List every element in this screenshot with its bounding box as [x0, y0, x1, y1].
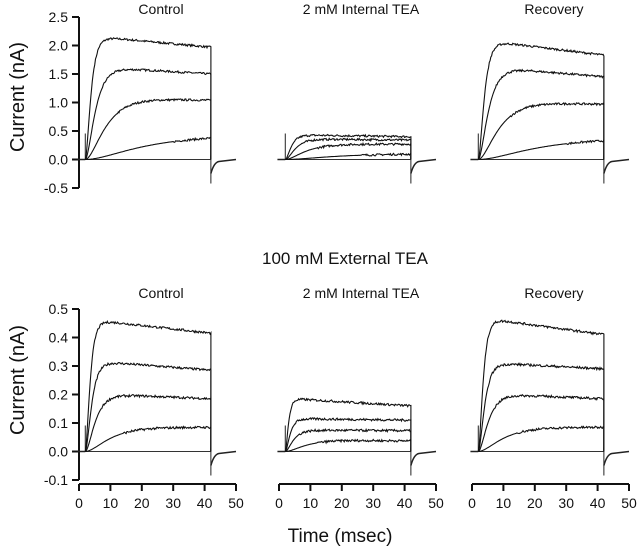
x-tick-label: 30: [365, 495, 381, 511]
tail-current: [410, 158, 437, 174]
tail-current: [603, 158, 630, 174]
y-tick-label: 0.0: [49, 444, 69, 460]
x-tick-label: 40: [397, 495, 413, 511]
current-trace: [284, 397, 412, 452]
panel-title: Recovery: [524, 285, 583, 301]
x-tick-label: 0: [468, 495, 476, 511]
current-trace: [285, 142, 412, 161]
current-trace: [84, 361, 212, 452]
current-trace: [85, 393, 212, 452]
x-tick-label: 50: [428, 495, 444, 511]
panel-title: Control: [138, 285, 183, 301]
current-trace: [85, 425, 212, 453]
panel-title: 2 mM Internal TEA: [303, 1, 420, 17]
y-tick-label: 0.2: [49, 387, 69, 403]
section-label-external-tea: 100 mM External TEA: [262, 249, 429, 268]
y-tick-label: 0.5: [49, 123, 69, 139]
current-trace: [85, 97, 212, 161]
x-tick-label: 0: [275, 495, 283, 511]
y-tick-label: 2.0: [49, 38, 69, 54]
x-tick-label: 0: [75, 495, 83, 511]
current-trace: [285, 137, 412, 161]
current-trace: [477, 68, 605, 160]
y-axis-label-bottom: Current (nA): [7, 325, 29, 435]
x-axis-label: Time (msec): [288, 526, 393, 547]
current-trace: [285, 438, 412, 453]
y-tick-label: 0.4: [49, 330, 69, 346]
x-tick-label: 50: [621, 495, 637, 511]
tail-current: [210, 450, 237, 466]
current-trace: [285, 151, 412, 161]
tail-current: [603, 450, 630, 466]
x-tick-label: 40: [197, 495, 213, 511]
x-tick-label: 10: [303, 495, 319, 511]
current-trace: [284, 417, 412, 452]
panel-title: Recovery: [524, 1, 583, 17]
y-tick-label: -0.5: [44, 180, 68, 196]
x-tick-label: 10: [103, 495, 119, 511]
x-tick-label: 30: [165, 495, 181, 511]
x-tick-label: 40: [590, 495, 606, 511]
current-trace: [84, 68, 212, 160]
tail-current: [210, 158, 237, 174]
current-trace: [478, 393, 605, 452]
panel-title: 2 mM Internal TEA: [303, 285, 420, 301]
y-axis-label-top: Current (nA): [7, 42, 29, 152]
x-tick-label: 30: [558, 495, 574, 511]
current-trace: [84, 319, 212, 452]
x-tick-label: 20: [134, 495, 150, 511]
x-tick-label: 10: [496, 495, 512, 511]
y-tick-label: 0.0: [49, 152, 69, 168]
y-tick-label: 0.1: [49, 415, 69, 431]
plot-area: 2.5 2.0 1.5 1.0 0.5 0.0 -0.5 Control 2 mM Intern…: [44, 1, 637, 511]
x-tick-label: 20: [334, 495, 350, 511]
y-tick-label: 0.3: [49, 358, 69, 374]
y-tick-label: 2.5: [49, 9, 69, 25]
current-trace: [85, 136, 212, 161]
y-tick-label: 1.0: [49, 95, 69, 111]
current-trace: [478, 139, 605, 161]
x-tick-label: 50: [228, 495, 244, 511]
current-trace: [477, 42, 605, 160]
current-trace: [478, 102, 605, 161]
panel-title: Control: [138, 1, 183, 17]
tail-current: [410, 450, 437, 466]
current-trace: [284, 133, 412, 160]
y-tick-label: -0.1: [44, 472, 68, 488]
current-trace: [477, 362, 605, 452]
current-trace: [478, 425, 605, 453]
current-trace: [285, 427, 412, 453]
y-tick-label: 1.5: [49, 66, 69, 82]
y-tick-label: 0.5: [49, 301, 69, 317]
current-trace: [477, 319, 605, 452]
current-trace: [84, 37, 212, 160]
x-tick-label: 20: [527, 495, 543, 511]
